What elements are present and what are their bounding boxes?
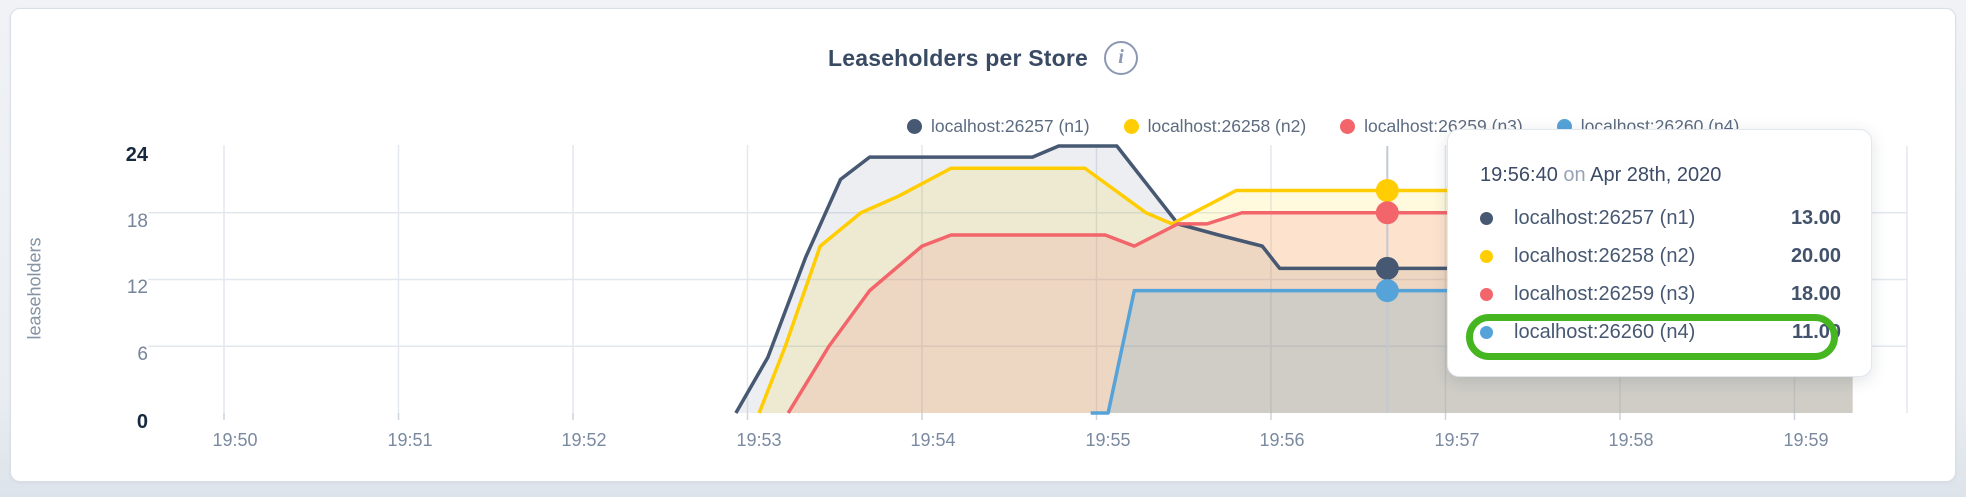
tooltip-value-n1: 13.00 xyxy=(1790,206,1841,229)
legend-item-n1[interactable]: localhost:26257 (n1) xyxy=(907,116,1090,137)
tooltip-row-n3: localhost:26259 (n3) 18.00 xyxy=(1480,275,1841,313)
y-tick-0: 0 xyxy=(136,411,148,433)
legend-item-n2[interactable]: localhost:26258 (n2) xyxy=(1123,115,1307,137)
x-tick-1958: 19:58 xyxy=(1608,430,1654,450)
tooltip-dot-n2 xyxy=(1480,249,1493,263)
x-tick-1956: 19:56 xyxy=(1259,430,1305,450)
tooltip-label-n1: localhost:26257 (n1) xyxy=(1514,206,1696,229)
x-tick-1951: 19:51 xyxy=(387,430,433,450)
legend-dot-n3 xyxy=(1340,118,1356,134)
tooltip-dot-n4 xyxy=(1480,325,1493,339)
tooltip-row-n1: localhost:26257 (n1) 13.00 xyxy=(1480,199,1841,237)
chart-title: Leaseholders per Store xyxy=(827,44,1089,71)
tooltip-dot-n1 xyxy=(1480,211,1493,225)
tooltip-conjunction: on xyxy=(1563,164,1586,186)
legend-dot-n1 xyxy=(907,118,922,134)
tooltip-value-n2: 20.00 xyxy=(1790,244,1841,267)
tooltip-timestamp: 19:56:40 on Apr 28th, 2020 xyxy=(1480,164,1841,187)
tooltip-label-n3: localhost:26259 (n3) xyxy=(1514,282,1696,305)
legend-label-n1: localhost:26257 (n1) xyxy=(931,115,1090,136)
x-tick-1952: 19:52 xyxy=(561,430,607,450)
x-tick-1950: 19:50 xyxy=(212,430,258,450)
chart-header: Leaseholders per Store i xyxy=(11,41,1955,75)
x-tick-1957: 19:57 xyxy=(1434,430,1480,450)
x-tick-1954: 19:54 xyxy=(910,430,956,450)
legend-dot-n2 xyxy=(1123,118,1139,134)
info-icon[interactable]: i xyxy=(1104,41,1139,75)
tooltip-label-n2: localhost:26258 (n2) xyxy=(1514,244,1696,267)
tooltip-time: 19:56:40 xyxy=(1480,164,1558,186)
tooltip-date: Apr 28th, 2020 xyxy=(1590,164,1722,186)
x-tick-1959: 19:59 xyxy=(1783,430,1829,450)
x-tick-1955: 19:55 xyxy=(1085,430,1131,450)
y-tick-18: 18 xyxy=(126,211,148,232)
tooltip-label-n4: localhost:26260 (n4) xyxy=(1514,320,1696,343)
y-tick-24: 24 xyxy=(125,144,148,166)
hover-tooltip: 19:56:40 on Apr 28th, 2020 localhost:262… xyxy=(1447,129,1872,377)
y-tick-6: 6 xyxy=(137,344,148,365)
tooltip-row-n2: localhost:26258 (n2) 20.00 xyxy=(1480,237,1841,275)
legend-label-n2: localhost:26258 (n2) xyxy=(1147,115,1307,136)
tooltip-value-n3: 18.00 xyxy=(1790,282,1841,305)
tooltip-row-n4: localhost:26260 (n4) 11.00 xyxy=(1480,313,1841,351)
y-tick-12: 12 xyxy=(126,277,148,298)
tooltip-dot-n3 xyxy=(1480,287,1493,301)
tooltip-value-n4: 11.00 xyxy=(1792,320,1841,343)
x-tick-1953: 19:53 xyxy=(736,430,782,450)
